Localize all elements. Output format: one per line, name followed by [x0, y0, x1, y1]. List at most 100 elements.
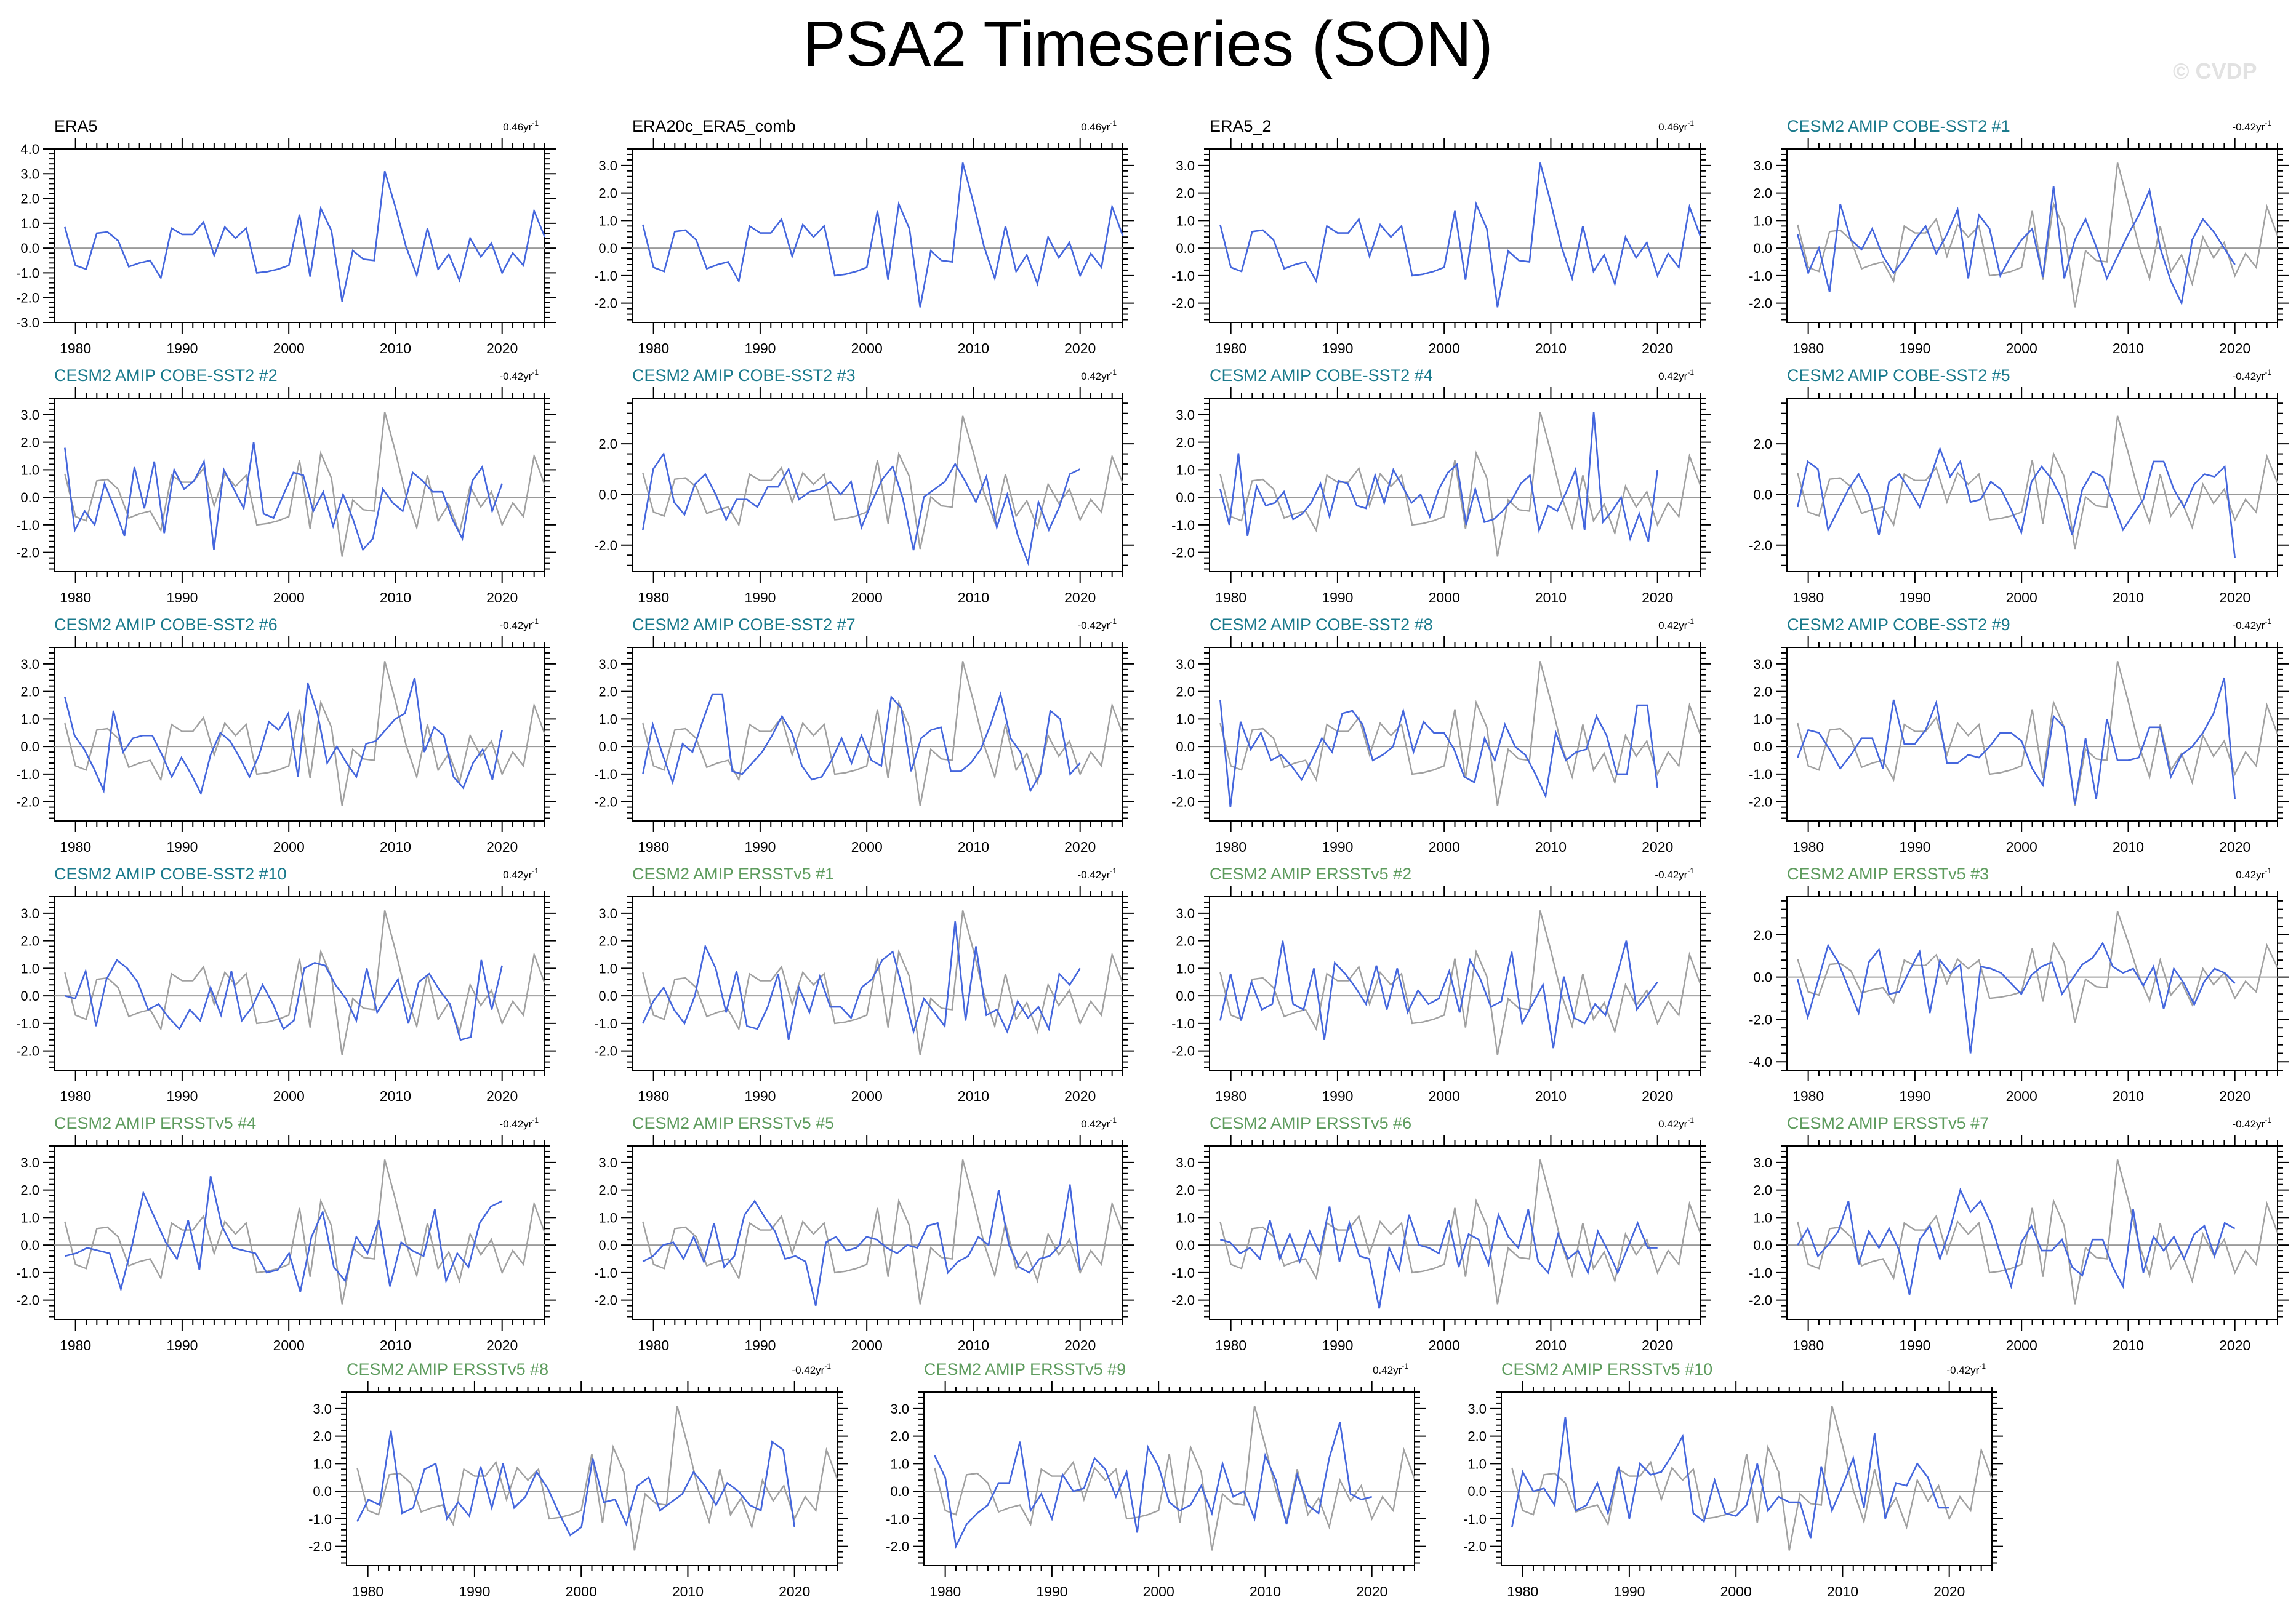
y-tick-label: -2.0 — [16, 290, 39, 306]
y-tick-label: -1.0 — [886, 1511, 909, 1527]
x-tick-label: 1990 — [166, 1088, 198, 1104]
y-tick-label: 3.0 — [1176, 657, 1195, 672]
x-tick-label: 2010 — [2113, 340, 2144, 356]
y-tick-label: -2.0 — [1171, 1044, 1195, 1059]
y-tick-label: 0.0 — [1753, 1238, 1772, 1253]
y-tick-label: 2.0 — [598, 1183, 617, 1198]
panel-title: CESM2 AMIP ERSSTv5 #6 — [1210, 1114, 1411, 1132]
series-line — [1797, 677, 2236, 805]
panel-19: 3.0 2.0 1.0 0.0 -1.0 -2.0 1980 1990 2000 2010 2020… — [1171, 1114, 1711, 1353]
figure-title: PSA2 Timeseries (SON) — [803, 9, 1493, 80]
x-tick-label: 2020 — [1064, 839, 1096, 855]
panel-5: 3.0 2.0 1.0 0.0 -1.0 -2.0 1980 1990 2000 2010 2020… — [16, 366, 556, 606]
y-tick-label: -2.0 — [594, 794, 617, 810]
y-tick-label: 0.0 — [598, 487, 617, 502]
y-tick-label: 2.0 — [313, 1429, 332, 1444]
y-tick-label: 2.0 — [1176, 684, 1195, 700]
y-tick-label: -2.0 — [308, 1539, 332, 1555]
y-tick-label: -2.0 — [594, 296, 617, 311]
y-tick-label: 0.0 — [1753, 970, 1772, 985]
x-tick-label: 1990 — [1322, 1337, 1353, 1353]
y-tick-label: 0.0 — [1753, 487, 1772, 502]
series-line — [64, 442, 503, 551]
plot-frame — [1209, 398, 1701, 572]
x-tick-label: 2010 — [672, 1583, 704, 1599]
x-tick-label: 2020 — [486, 590, 518, 606]
panel-title: ERA5 — [54, 117, 98, 135]
trend-label: -0.42yr-1 — [2232, 368, 2271, 382]
y-tick-label: 2.0 — [1753, 927, 1772, 943]
y-tick-label: -2.0 — [1749, 794, 1772, 810]
reference-series-line — [1797, 661, 2279, 806]
panel-title: CESM2 AMIP ERSSTv5 #10 — [1501, 1360, 1712, 1379]
x-tick-label: 2000 — [1429, 1337, 1460, 1353]
x-tick-label: 1980 — [638, 1337, 669, 1353]
x-tick-label: 2000 — [1143, 1583, 1174, 1599]
x-tick-label: 2010 — [958, 839, 989, 855]
y-tick-label: 2.0 — [1753, 684, 1772, 700]
x-tick-label: 1980 — [1215, 839, 1246, 855]
x-tick-label: 1980 — [638, 590, 669, 606]
y-tick-label: 3.0 — [20, 906, 39, 921]
x-tick-label: 2020 — [1064, 1088, 1096, 1104]
x-tick-label: 1980 — [638, 839, 669, 855]
y-tick-label: 2.0 — [1753, 186, 1772, 201]
y-tick-label: 0.0 — [1176, 490, 1195, 505]
y-tick-label: -2.0 — [1171, 794, 1195, 810]
y-tick-label: 0.0 — [598, 1238, 617, 1253]
y-tick-label: 0.0 — [20, 739, 39, 754]
y-tick-label: -1.0 — [16, 265, 39, 281]
x-tick-label: 1980 — [1792, 839, 1824, 855]
trend-label: 0.46yr-1 — [503, 119, 539, 133]
x-tick-label: 1990 — [166, 590, 198, 606]
y-tick-label: 2.0 — [1753, 436, 1772, 452]
reference-series-line — [1219, 910, 1701, 1055]
y-tick-label: 2.0 — [20, 191, 39, 207]
plot-frame — [54, 896, 545, 1071]
trend-label: 0.42yr-1 — [2236, 867, 2271, 881]
x-tick-label: 2020 — [1642, 1088, 1673, 1104]
panel-16: 2.0 0.0 -2.0 -4.0 1980 1990 2000 2010 2020 CESM2 … — [1749, 865, 2289, 1104]
y-tick-label: 3.0 — [20, 1155, 39, 1171]
x-tick-label: 2010 — [958, 590, 989, 606]
x-tick-label: 2000 — [273, 590, 305, 606]
trend-label: -0.42yr-1 — [499, 617, 539, 631]
y-tick-label: -1.0 — [594, 1016, 617, 1031]
y-tick-label: 3.0 — [20, 657, 39, 672]
y-tick-label: 0.0 — [20, 1238, 39, 1253]
panel-title: ERA5_2 — [1210, 117, 1272, 135]
series-line — [1797, 1187, 2236, 1295]
reference-series-line — [356, 1406, 838, 1551]
x-tick-label: 2000 — [566, 1583, 597, 1599]
series-line — [1511, 1417, 1949, 1539]
y-tick-label: 3.0 — [1467, 1401, 1487, 1417]
y-tick-label: -2.0 — [16, 1293, 39, 1308]
reference-series-line — [64, 412, 546, 557]
x-tick-label: 2000 — [2006, 590, 2037, 606]
x-tick-label: 2020 — [2219, 1088, 2250, 1104]
y-tick-label: 2.0 — [598, 934, 617, 949]
y-tick-label: 0.0 — [1753, 739, 1772, 754]
panel-2: 3.0 2.0 1.0 0.0 -1.0 -2.0 1980 1990 2000 2010 2020… — [594, 117, 1134, 356]
y-tick-label: -1.0 — [16, 1016, 39, 1031]
series-line — [1219, 699, 1658, 807]
y-tick-label: -2.0 — [16, 794, 39, 810]
y-tick-label: -2.0 — [16, 1044, 39, 1059]
series-line — [934, 1422, 1373, 1549]
panel-18: 3.0 2.0 1.0 0.0 -1.0 -2.0 1980 1990 2000 2010 2020… — [594, 1114, 1134, 1353]
x-tick-label: 1990 — [166, 340, 198, 356]
x-tick-label: 1990 — [1899, 590, 1930, 606]
trend-label: 0.42yr-1 — [1658, 617, 1694, 631]
y-tick-label: 3.0 — [20, 166, 39, 182]
x-tick-label: 2020 — [486, 1337, 518, 1353]
series-line — [642, 691, 1081, 793]
y-tick-label: 3.0 — [1753, 1155, 1772, 1171]
reference-series-line — [642, 415, 1124, 550]
x-tick-label: 1990 — [744, 839, 776, 855]
trend-label: -0.42yr-1 — [792, 1362, 831, 1376]
panel-title: CESM2 AMIP ERSSTv5 #1 — [632, 865, 834, 883]
y-tick-label: -1.0 — [16, 518, 39, 533]
y-tick-label: -1.0 — [1171, 1265, 1195, 1281]
y-tick-label: 0.0 — [1176, 241, 1195, 256]
x-tick-label: 2010 — [1535, 839, 1567, 855]
